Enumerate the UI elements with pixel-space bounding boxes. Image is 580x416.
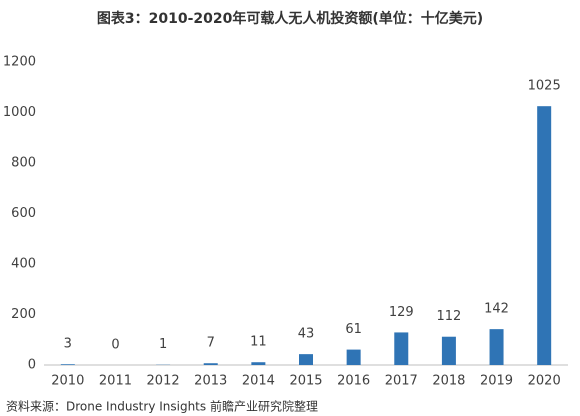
x-tick-label: 2015 (289, 374, 322, 389)
y-tick-label: 800 (11, 156, 36, 171)
x-tick-label: 2010 (51, 374, 84, 389)
y-tick-label: 1200 (3, 55, 36, 70)
x-tick-label: 2017 (385, 374, 418, 389)
y-tick-label: 400 (11, 257, 36, 272)
bar (299, 354, 313, 365)
data-label: 1025 (528, 79, 561, 94)
x-tick-label: 2016 (337, 374, 370, 389)
data-label: 61 (345, 322, 362, 337)
x-tick-label: 2012 (147, 374, 180, 389)
x-tick-label: 2011 (99, 374, 132, 389)
chart-title: 图表3：2010-2020年可载人无人机投资额(单位：十亿美元) (97, 10, 483, 27)
bar (60, 364, 75, 365)
data-label: 1 (159, 337, 167, 352)
data-label: 0 (111, 338, 119, 353)
data-label: 43 (298, 327, 315, 342)
data-label: 3 (64, 337, 72, 352)
data-label: 112 (436, 309, 461, 324)
bar (489, 329, 504, 365)
data-label: 142 (484, 302, 509, 317)
x-tick-label: 2019 (480, 374, 513, 389)
source-note: 资料来源：Drone Industry Insights 前瞻产业研究院整理 (6, 399, 318, 414)
x-tick-label: 2013 (194, 374, 227, 389)
x-tick-label: 2018 (432, 374, 465, 389)
data-label: 11 (250, 335, 267, 350)
bar (394, 332, 409, 365)
x-tick-label: 2014 (242, 374, 275, 389)
y-tick-label: 1000 (3, 105, 36, 120)
data-label: 129 (389, 305, 414, 320)
x-tick-label: 2020 (528, 374, 561, 389)
y-tick-label: 200 (11, 307, 36, 322)
bar (441, 336, 456, 365)
y-tick-label: 600 (11, 206, 36, 221)
data-label: 7 (207, 336, 215, 351)
y-tick-label: 0 (28, 358, 36, 373)
bar (251, 362, 266, 365)
bar (537, 106, 552, 365)
bar (346, 349, 361, 365)
bar (203, 363, 218, 365)
